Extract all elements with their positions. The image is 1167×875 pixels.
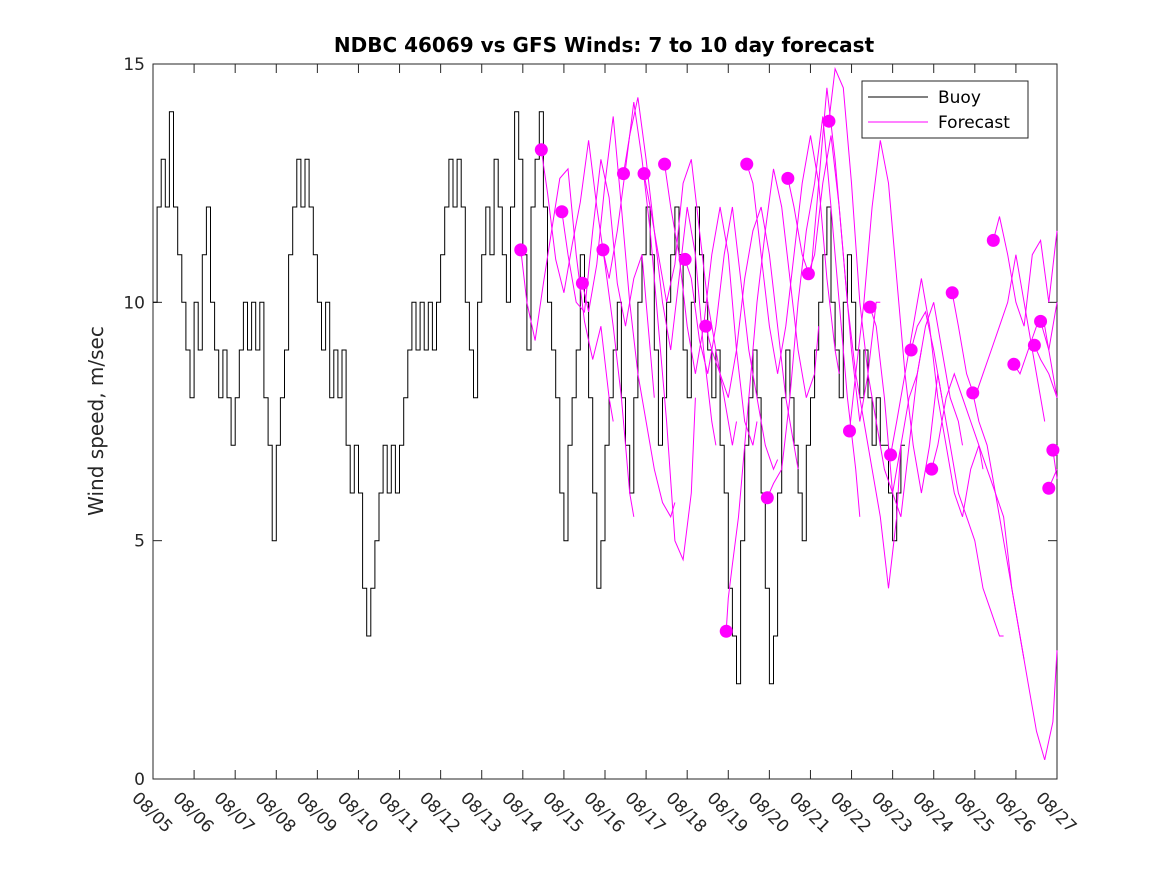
forecast-series-line-6 [643,159,737,446]
forecast-series-line-22 [972,392,1058,761]
forecast-series-line-15 [828,66,922,494]
legend-buoy-label: Buoy [938,88,981,108]
forecast-start-marker-8 [678,252,692,266]
forecast-series-line-18 [890,278,984,517]
forecast-start-marker-12 [760,491,774,505]
forecast-start-marker-10 [719,624,733,638]
forecast-start-marker-14 [801,267,815,281]
legend-box [861,80,1029,139]
forecast-series-line-3 [581,116,676,519]
forecast-start-marker-20 [925,462,939,476]
forecast-start-marker-21 [945,286,959,300]
forecast-start-marker-19 [904,343,918,357]
chart-title: NDBC 46069 vs GFS Winds: 7 to 10 day for… [334,33,875,57]
forecast-series-line-10 [725,168,820,632]
forecast-start-marker-3 [575,276,589,290]
forecast-start-marker-4 [596,243,610,257]
forecast-series-line-0 [520,167,614,422]
forecast-start-marker-9 [699,319,713,333]
forecast-start-marker-2 [555,205,569,219]
forecast-start-marker-7 [658,157,672,171]
forecast-start-marker-6 [637,167,651,181]
forecast-start-marker-24 [1007,357,1021,371]
forecast-series-line-25 [1033,345,1058,398]
legend-forecast-label: Forecast [938,113,1010,133]
forecast-start-marker-0 [514,243,528,257]
forecast-series-line-4 [602,102,696,562]
forecast-series-line-12 [766,116,861,517]
forecast-start-marker-26 [1034,314,1048,328]
forecast-start-marker-16 [842,424,856,438]
forecast-start-marker-23 [986,233,1000,247]
forecast-series-line-23 [992,216,1058,327]
forecast-start-marker-22 [966,386,980,400]
forecast-series-line-8 [684,206,779,471]
forecast-start-marker-13 [781,171,795,185]
legend: Buoy Forecast [861,80,1029,139]
forecast-start-marker-1 [534,143,548,157]
series-layer [153,66,1060,761]
forecast-start-marker-15 [822,114,836,128]
buoy-series-line [153,111,905,685]
plot-area [152,63,1058,780]
y-tick-label: 5 [134,532,145,552]
y-axis-label: Wind speed, m/sec [84,326,108,516]
forecast-series-line-7 [664,164,758,446]
forecast-series-line-5 [623,97,717,446]
forecast-start-marker-27 [1042,481,1056,495]
forecast-series-line-11 [746,135,840,374]
forecast-start-marker-25 [1027,338,1041,352]
forecast-series-line-26 [1040,302,1058,351]
forecast-start-marker-18 [884,448,898,462]
y-tick-label: 10 [123,293,145,313]
forecast-series-line-2 [561,159,655,398]
y-axis: 0 5 10 15 [123,55,1057,790]
forecast-series-line-9 [705,206,799,470]
forecast-start-marker-28 [1046,443,1060,457]
forecast-start-marker-17 [863,300,877,314]
forecast-series-line-1 [540,140,635,517]
forecast-series-line-19 [910,310,1004,637]
y-tick-label: 15 [123,55,145,75]
y-tick-label: 0 [134,770,145,790]
forecast-start-marker-11 [740,157,754,171]
forecast-series-line-17 [869,302,963,517]
forecast-series-line-16 [849,140,943,494]
forecast-start-marker-5 [616,167,630,181]
